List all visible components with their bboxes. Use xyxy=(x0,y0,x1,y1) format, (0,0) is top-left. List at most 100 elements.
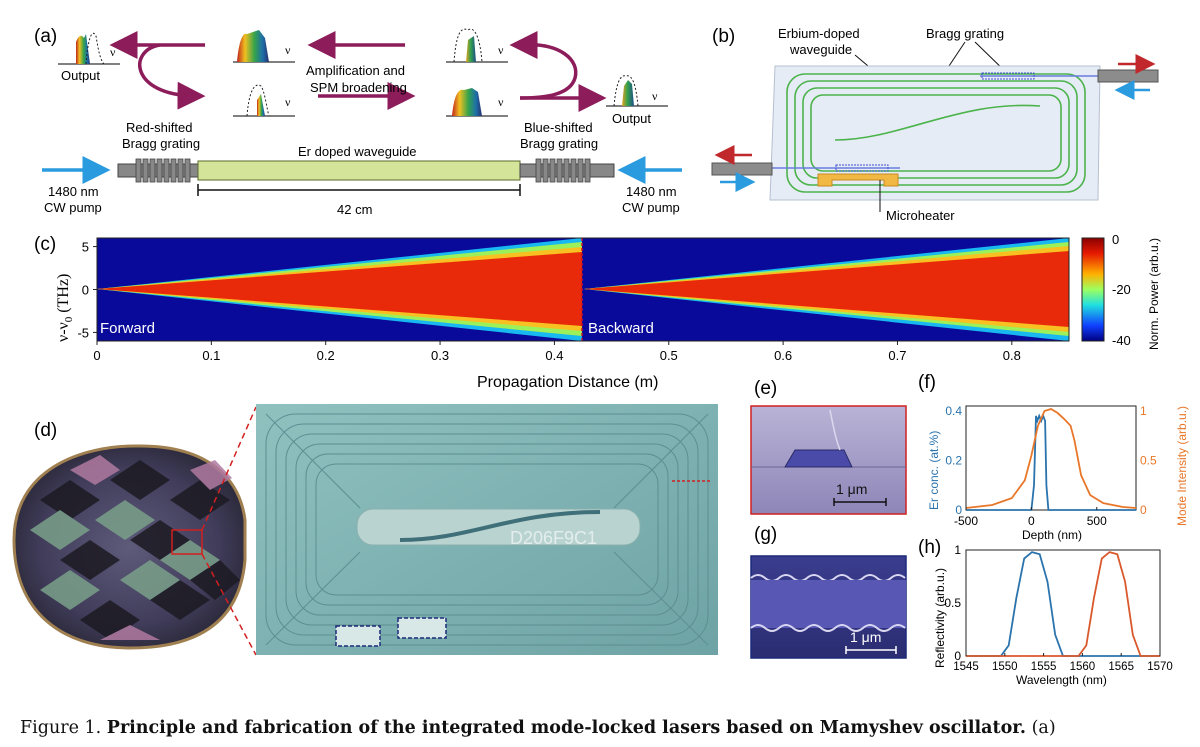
y-tick-label: 1 xyxy=(954,543,961,557)
microheater xyxy=(817,173,899,187)
cbar-tick-mid: -20 xyxy=(1112,282,1131,297)
x-tick-label: 0.4 xyxy=(545,348,563,363)
xlabel-f: Depth (nm) xyxy=(1022,528,1082,542)
x-tick-label: 0.2 xyxy=(317,348,335,363)
panel-b-label: (b) xyxy=(712,26,735,47)
panel-h: (h) 1545 1550 1555 1560 1565 1570 0 0.5 1 Reflec… xyxy=(918,537,1173,687)
grating-bottom xyxy=(835,164,889,172)
y-tick-label-left: 0.2 xyxy=(945,453,962,467)
x-tick-label: 0.8 xyxy=(1003,348,1021,363)
panel-a: (a) ν Output ν ν ν ν xyxy=(34,26,682,217)
nu-symbol: ν xyxy=(652,89,658,103)
y-tick-label: -5 xyxy=(77,325,89,340)
ylabel-h: Reflectivity (arb.u.) xyxy=(933,568,947,668)
ylabel-right-f: Mode Intensity (arb.u.) xyxy=(1175,406,1189,526)
pump-right-type: CW pump xyxy=(622,200,680,215)
red-grating-label-2: Bragg grating xyxy=(122,136,200,151)
arrow-curve-left xyxy=(138,43,206,110)
wafer-highlight xyxy=(171,529,203,555)
spectrum-top-middle: ν xyxy=(233,30,295,63)
chip-marker-1 xyxy=(335,625,381,647)
y-tick-label-right: 0 xyxy=(1140,503,1147,517)
length-bar xyxy=(197,184,521,196)
amplification-label: Amplification and xyxy=(306,63,405,78)
x-tick-label: 1565 xyxy=(1108,661,1134,673)
grating-left xyxy=(135,158,191,183)
y-axis-main: ν-ν xyxy=(55,322,72,342)
panel-e-label: (e) xyxy=(754,378,777,399)
panel-c: (c) Forward Backward ν-ν0 (THz) 50-5 0 0.… xyxy=(34,232,1161,391)
x-tick-label: 1550 xyxy=(992,661,1018,673)
caption-suffix: (a) xyxy=(1031,718,1056,738)
panel-a-label: (a) xyxy=(34,26,57,47)
output-left: Output xyxy=(61,68,100,83)
panel-c-label: (c) xyxy=(34,234,56,255)
blue-grating-label-1: Blue-shifted xyxy=(524,120,593,135)
spiral-waveguide xyxy=(786,73,1086,193)
chip-center-pad xyxy=(356,508,641,546)
y-tick-label: 0 xyxy=(954,649,961,663)
erbium-label-1: Erbium-doped xyxy=(778,26,860,41)
erbium-label-2: waveguide xyxy=(789,42,852,57)
nu-symbol: ν xyxy=(498,43,504,57)
scale-bar-e xyxy=(833,498,887,506)
heatmap-forward-red xyxy=(97,252,582,326)
x-tick-label: 0.7 xyxy=(888,348,906,363)
plot-frame-h xyxy=(965,549,1161,657)
spectrum-bottom-middle: ν xyxy=(233,84,295,117)
spectrum-bottom-right: ν xyxy=(446,88,508,117)
spm-label: SPM broadening xyxy=(310,80,407,95)
zoom-line-bottom xyxy=(201,553,257,656)
x-tick-label: 0 xyxy=(1028,514,1035,528)
series-h xyxy=(966,551,1160,657)
y-tick-label-right: 0.5 xyxy=(1140,453,1157,467)
x-tick-label: 0.3 xyxy=(431,348,449,363)
bragg-label: Bragg grating xyxy=(926,26,1004,41)
chip-id: D206F9C1 xyxy=(510,528,597,548)
ticks-h: 1545 1550 1555 1560 1565 1570 0 0.5 1 xyxy=(944,543,1172,673)
nu-symbol: ν xyxy=(110,45,116,59)
ylabel-left-f: Er conc. (at.%) xyxy=(927,431,941,510)
series-red-shifted-grating xyxy=(966,551,1160,657)
y-tick-label: 0.5 xyxy=(944,596,961,610)
cbar-tick-top: 0 xyxy=(1112,232,1119,247)
microheater-label: Microheater xyxy=(886,208,955,223)
label-backward: Backward xyxy=(588,320,654,337)
y-tick-label-left: 0 xyxy=(955,503,962,517)
svg-text:ν-ν0 (THz): ν-ν0 (THz) xyxy=(55,274,75,342)
blue-grating-label-2: Bragg grating xyxy=(520,136,598,151)
x-tick-label: 500 xyxy=(1087,514,1107,528)
scale-bar-g xyxy=(845,646,897,654)
y-axis-label: ν-ν0 (THz) xyxy=(55,274,75,342)
wafer-die-pattern xyxy=(30,455,240,640)
x-axis-label: Propagation Distance (m) xyxy=(477,374,658,391)
plot-frame-f xyxy=(965,405,1137,511)
er-doped-waveguide xyxy=(197,160,521,181)
panel-b: (b) Erbium-doped waveguide Bragg grating… xyxy=(711,26,1159,223)
cbar-label: Norm. Power (arb.u.) xyxy=(1147,238,1161,350)
label-forward: Forward xyxy=(100,320,155,337)
pump-left-wavelength: 1480 nm xyxy=(48,184,99,199)
panel-f-label: (f) xyxy=(918,372,936,393)
panel-d-label: (d) xyxy=(34,420,57,441)
scale-label-e: 1 μm xyxy=(836,481,867,497)
y-tick-label-left: 0.4 xyxy=(945,404,962,418)
scale-label-g: 1 μm xyxy=(850,629,881,645)
nu-symbol: ν xyxy=(285,95,291,109)
series-f xyxy=(965,408,1137,511)
y-tick-label: 5 xyxy=(82,240,89,255)
y-tick-label-right: 1 xyxy=(1140,404,1147,418)
red-grating-label-1: Red-shifted xyxy=(126,120,192,135)
figure-caption: Figure 1. Principle and fabrication of t… xyxy=(20,718,1190,738)
x-tick-label: 0.5 xyxy=(660,348,678,363)
waveguide-cross-section xyxy=(784,449,853,468)
xlabel-h: Wavelength (nm) xyxy=(1016,673,1107,687)
grating-lower-edge xyxy=(750,624,906,632)
zoom-line-top xyxy=(201,406,257,531)
panel-h-label: (h) xyxy=(918,537,941,558)
nu-symbol: ν xyxy=(498,95,504,109)
fiber-out-left xyxy=(711,162,773,176)
output-right: Output xyxy=(612,111,651,126)
